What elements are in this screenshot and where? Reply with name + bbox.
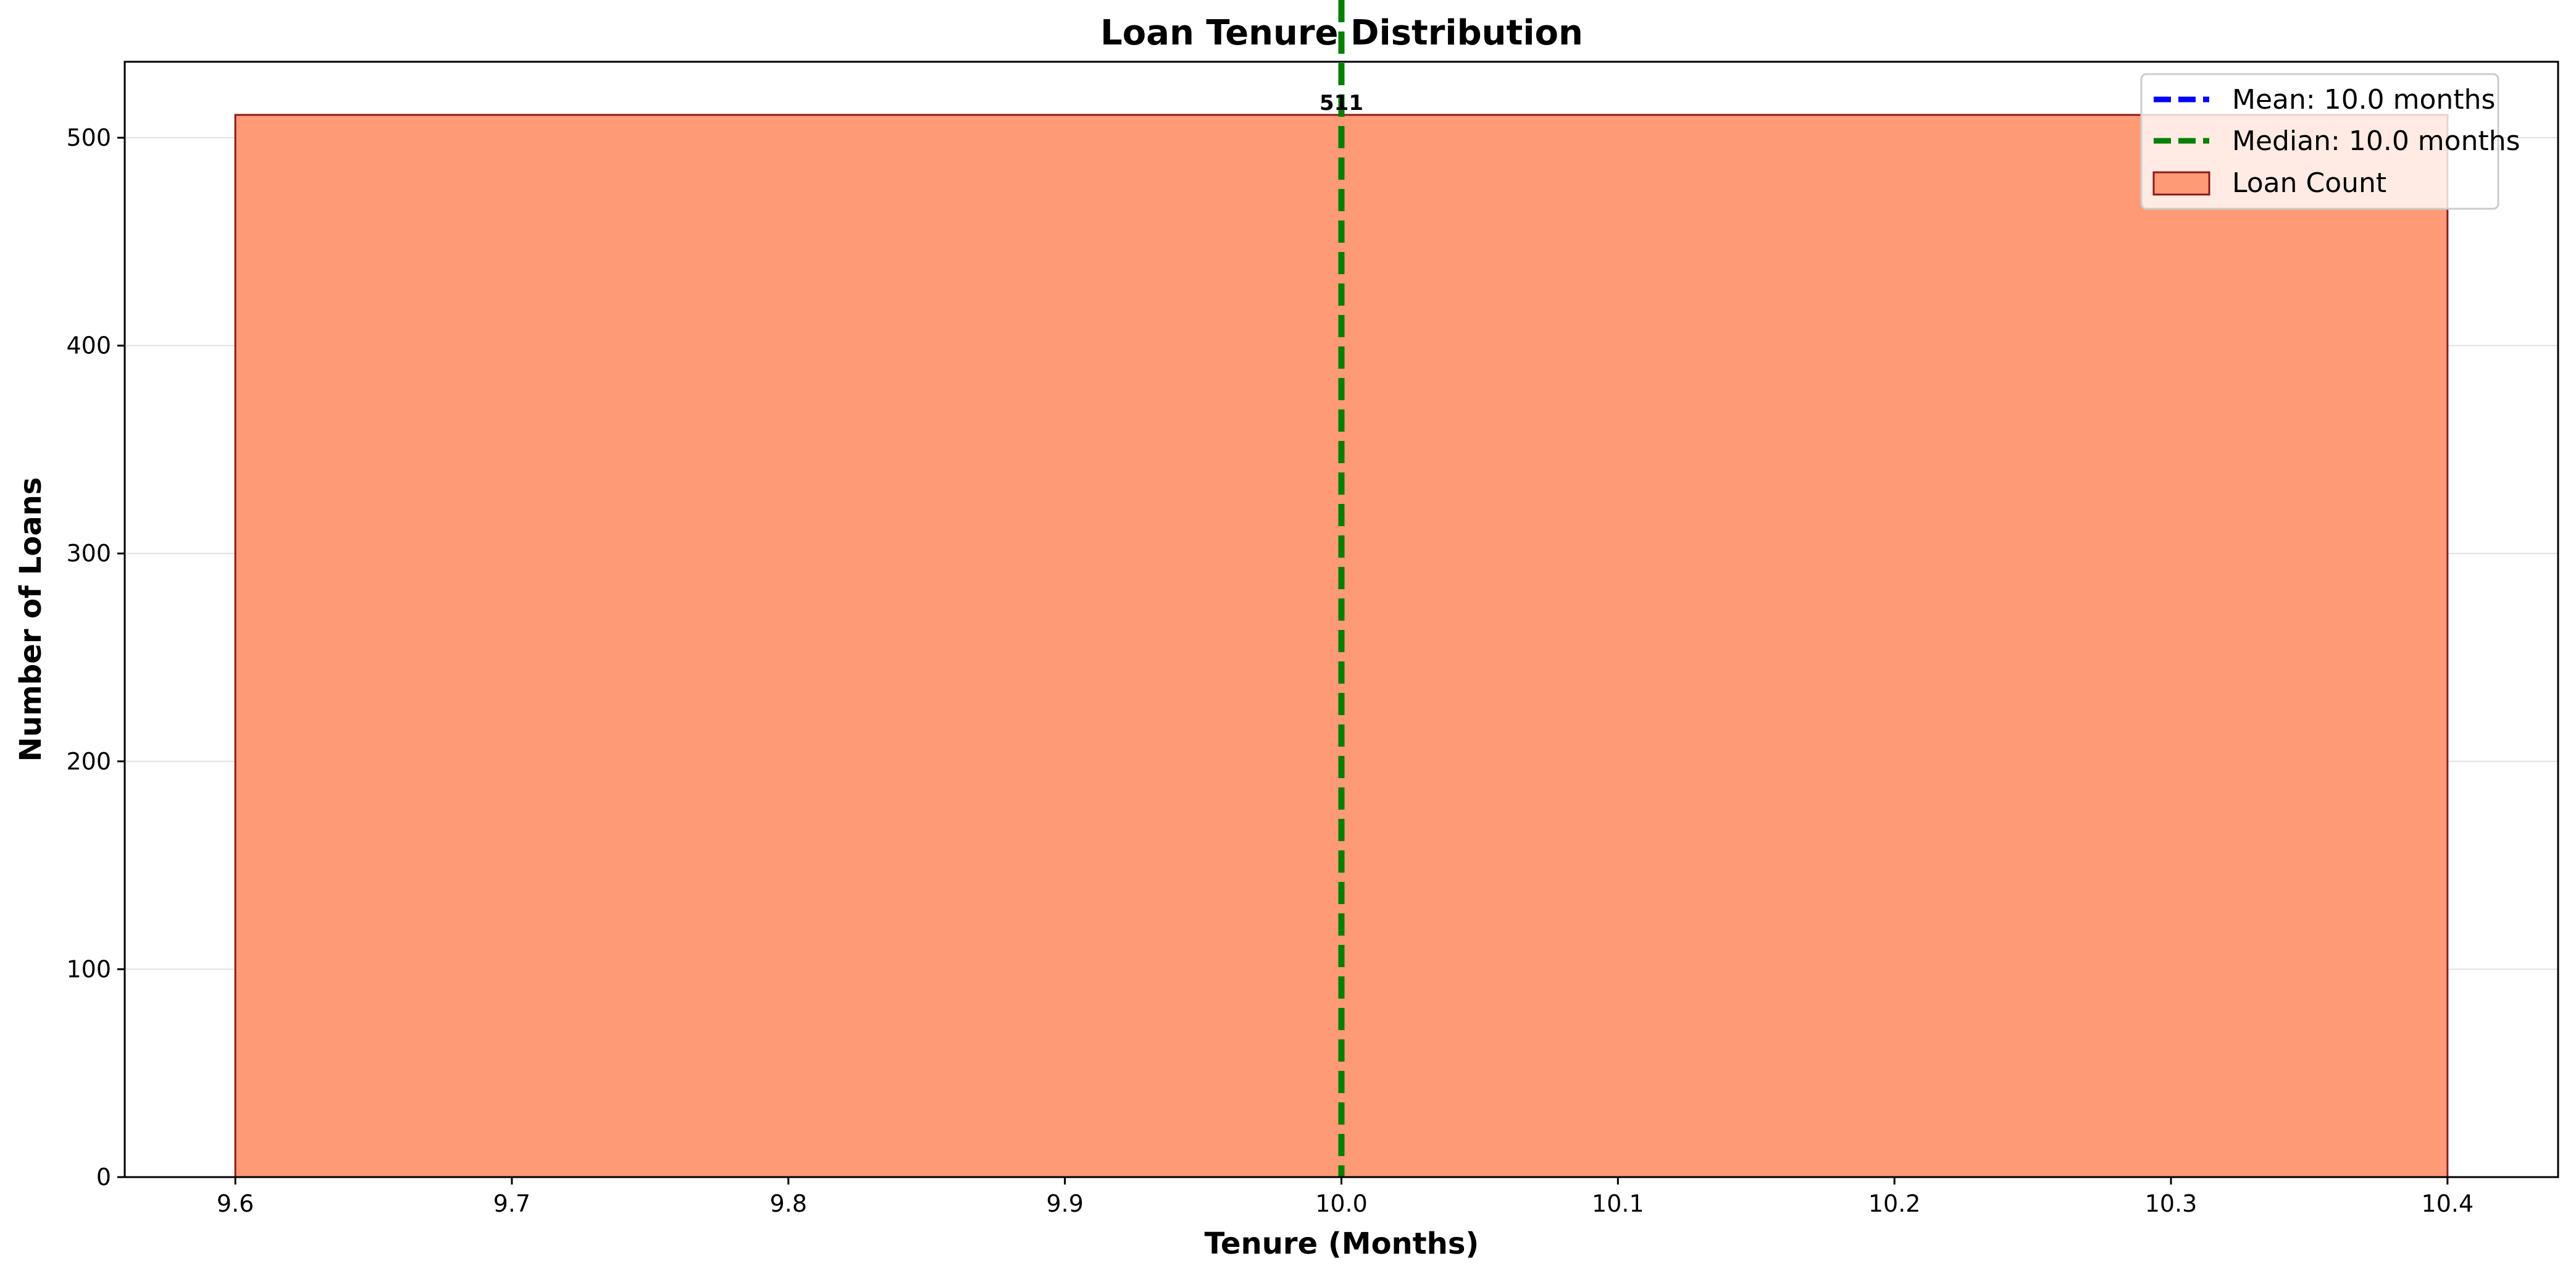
y-tick-label-3: 300	[66, 540, 111, 567]
x-tick-label-1: 9.7	[493, 1190, 530, 1217]
x-tick-label-8: 10.4	[2422, 1190, 2474, 1217]
legend-box	[2140, 73, 2499, 210]
x-tick-label-0: 9.6	[217, 1190, 254, 1217]
x-tick-label-5: 10.1	[1592, 1190, 1644, 1217]
data-labels: 511	[1319, 91, 1363, 115]
y-axis-label: Number of Loans	[14, 477, 48, 762]
y-tick-label-2: 200	[66, 748, 111, 775]
x-axis-ticks: 9.6 9.7 9.8 9.9 10.0 10.1 10.2 10.3 10.4	[217, 1177, 2474, 1217]
x-tick-label-6: 10.2	[1868, 1190, 1921, 1217]
legend-mean-label: Mean: 10.0 months	[2232, 84, 2495, 115]
y-tick-label-0: 0	[96, 1164, 111, 1191]
x-tick-label-4: 10.0	[1315, 1190, 1368, 1217]
x-tick-label-2: 9.8	[770, 1190, 807, 1217]
legend-loan-count-label: Loan Count	[2232, 167, 2386, 199]
x-tick-label-7: 10.3	[2145, 1190, 2198, 1217]
y-tick-label-1: 100	[66, 955, 111, 983]
legend-loan-count-swatch	[2152, 171, 2210, 196]
legend: Mean: 10.0 months Median: 10.0 months Lo…	[2140, 73, 2520, 210]
x-tick-label-3: 9.9	[1046, 1190, 1083, 1217]
y-axis-ticks: 0 100 200 300 400 500	[66, 124, 125, 1191]
x-axis-label: Tenure (Months)	[1205, 1227, 1479, 1261]
bar-value-label-0: 511	[1319, 91, 1363, 115]
y-tick-label-4: 400	[66, 332, 111, 359]
y-tick-label-5: 500	[66, 124, 111, 151]
legend-median-label: Median: 10.0 months	[2232, 125, 2520, 157]
